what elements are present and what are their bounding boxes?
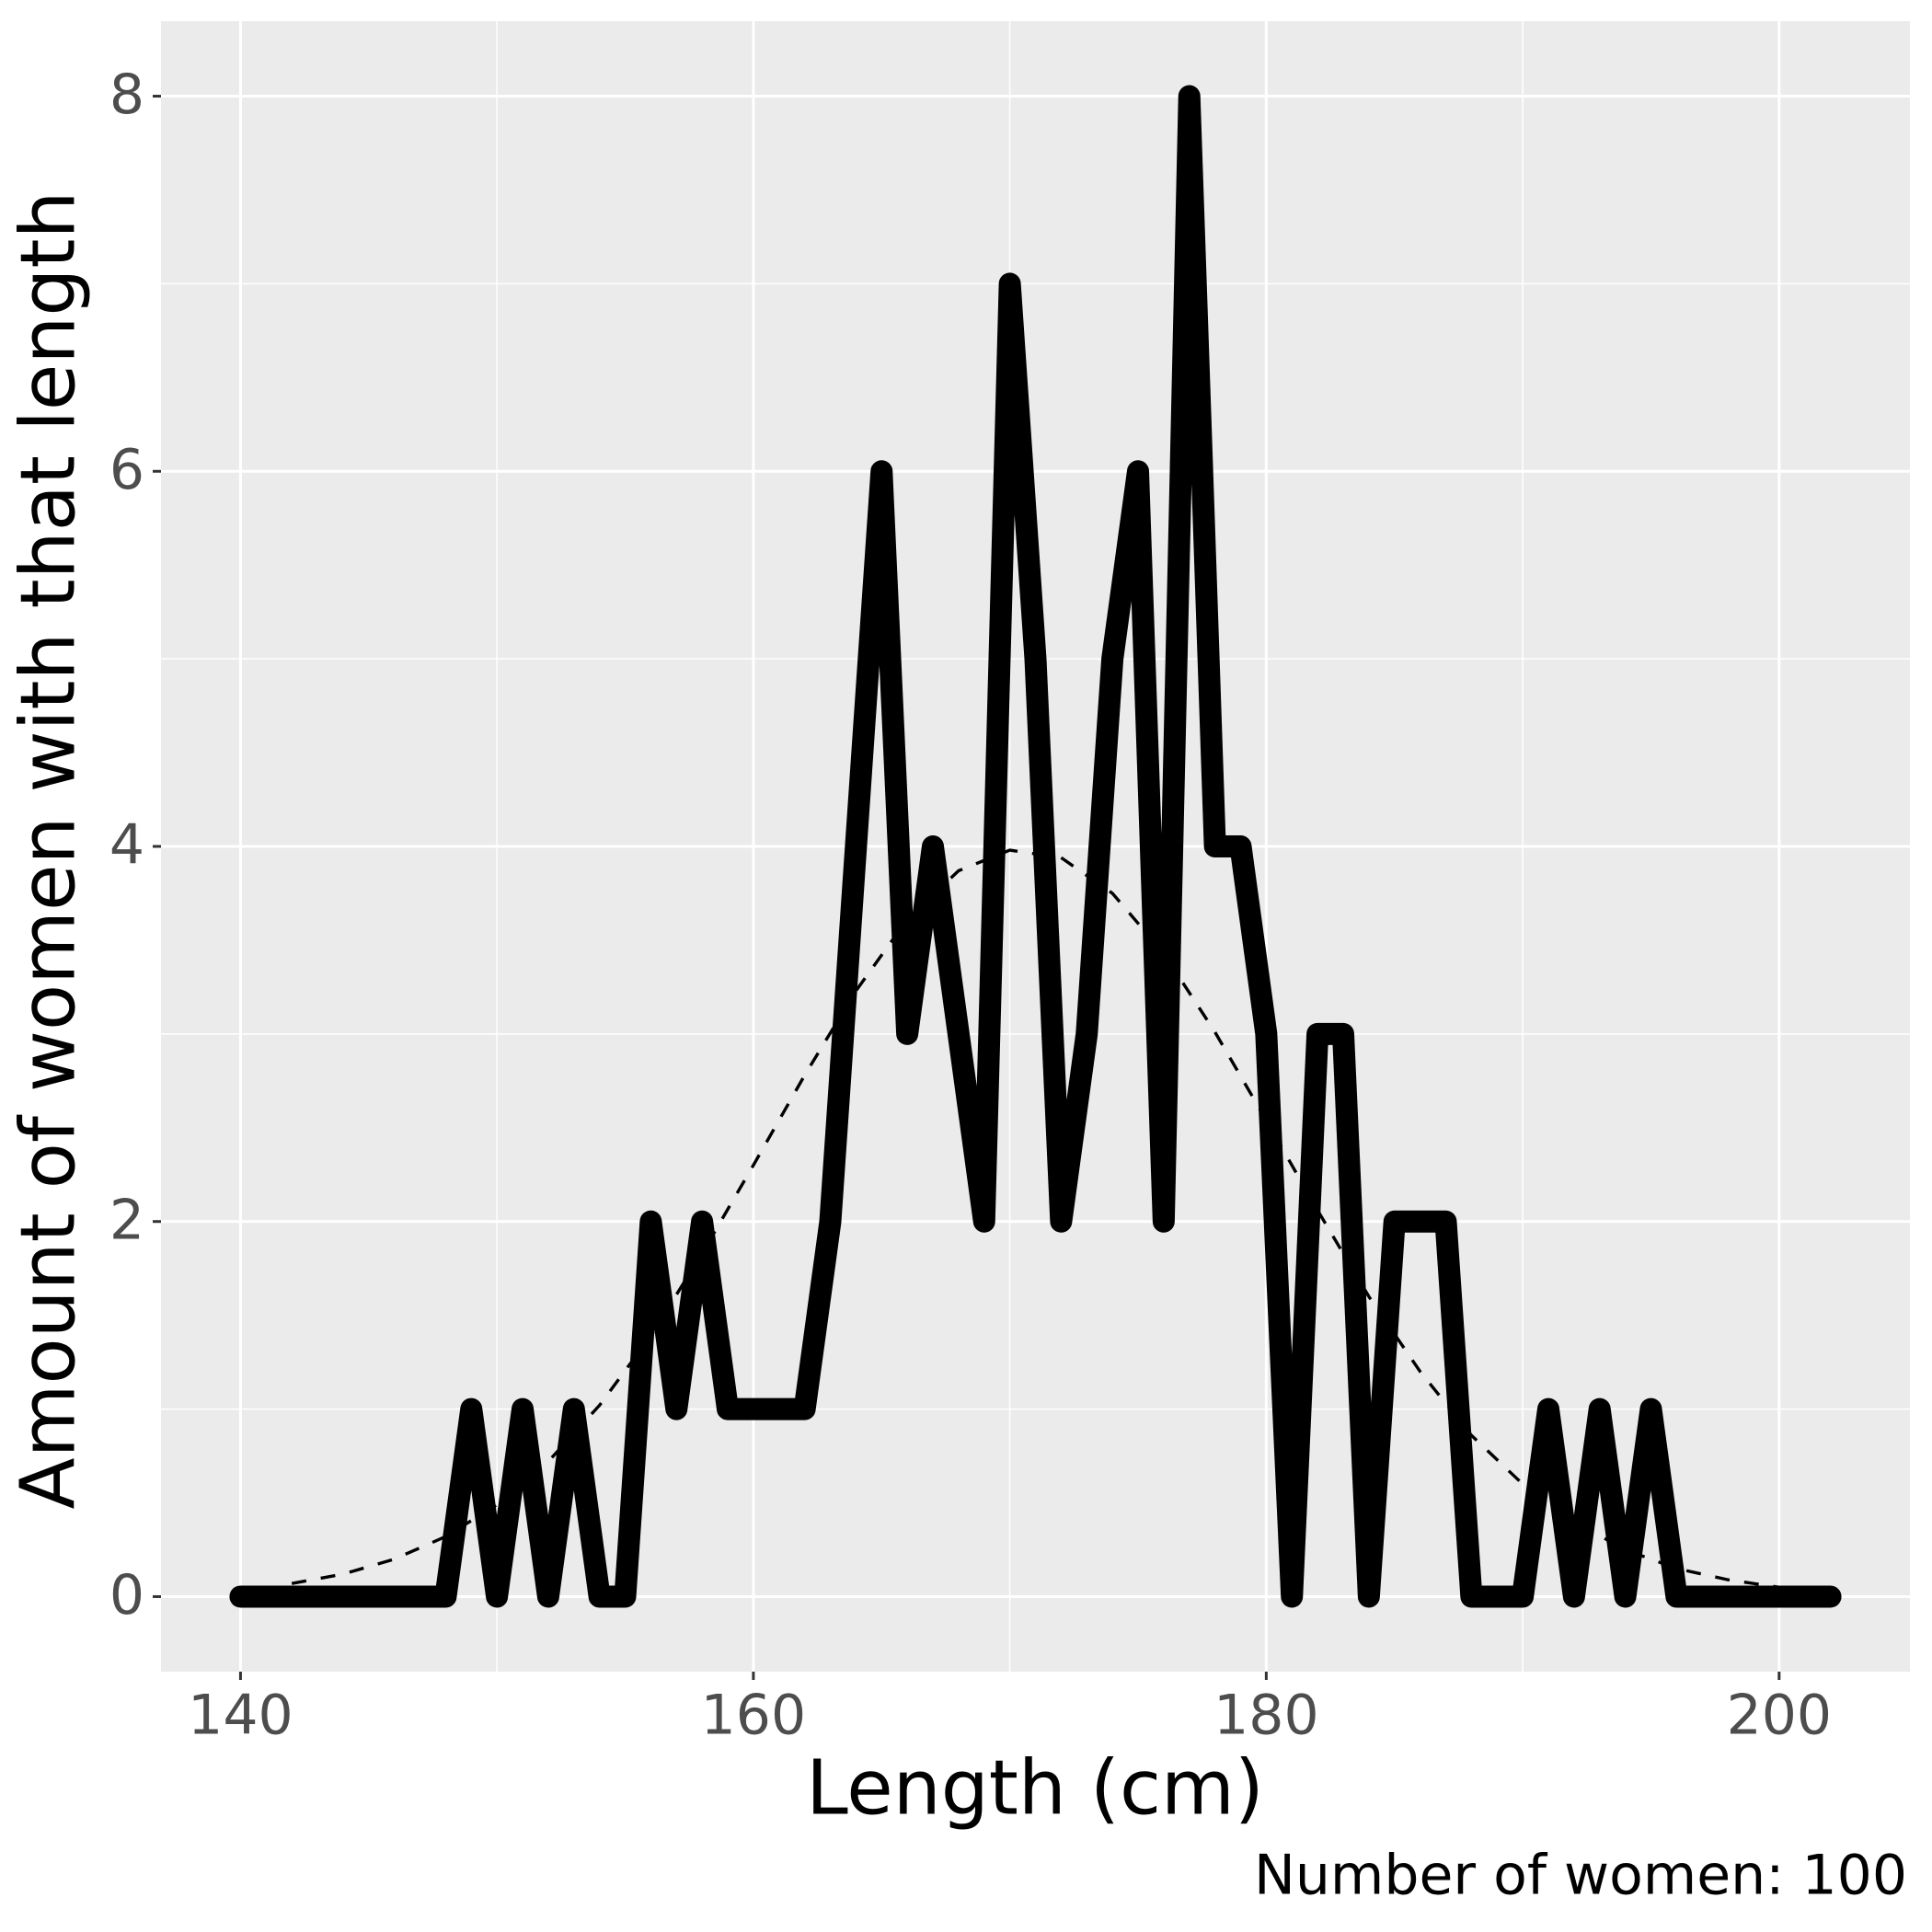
y-tick-label: 8 — [109, 63, 144, 127]
fit-curve — [291, 848, 1780, 1589]
x-tick-label: 140 — [188, 1684, 293, 1748]
y-tick-label: 0 — [109, 1563, 144, 1627]
data-line — [229, 85, 1842, 1608]
y-tick-label: 6 — [109, 438, 144, 502]
x-tick-label: 160 — [701, 1684, 807, 1748]
x-axis-title: Length (cm) — [806, 1744, 1264, 1832]
caption: Number of women: 100 — [1254, 1844, 1907, 1908]
y-tick-label: 2 — [109, 1188, 144, 1252]
x-tick-label: 180 — [1213, 1684, 1319, 1748]
x-tick-label: 200 — [1727, 1684, 1833, 1748]
y-axis-title: Amount of women with that length — [5, 191, 92, 1510]
y-tick-label: 4 — [109, 813, 144, 878]
